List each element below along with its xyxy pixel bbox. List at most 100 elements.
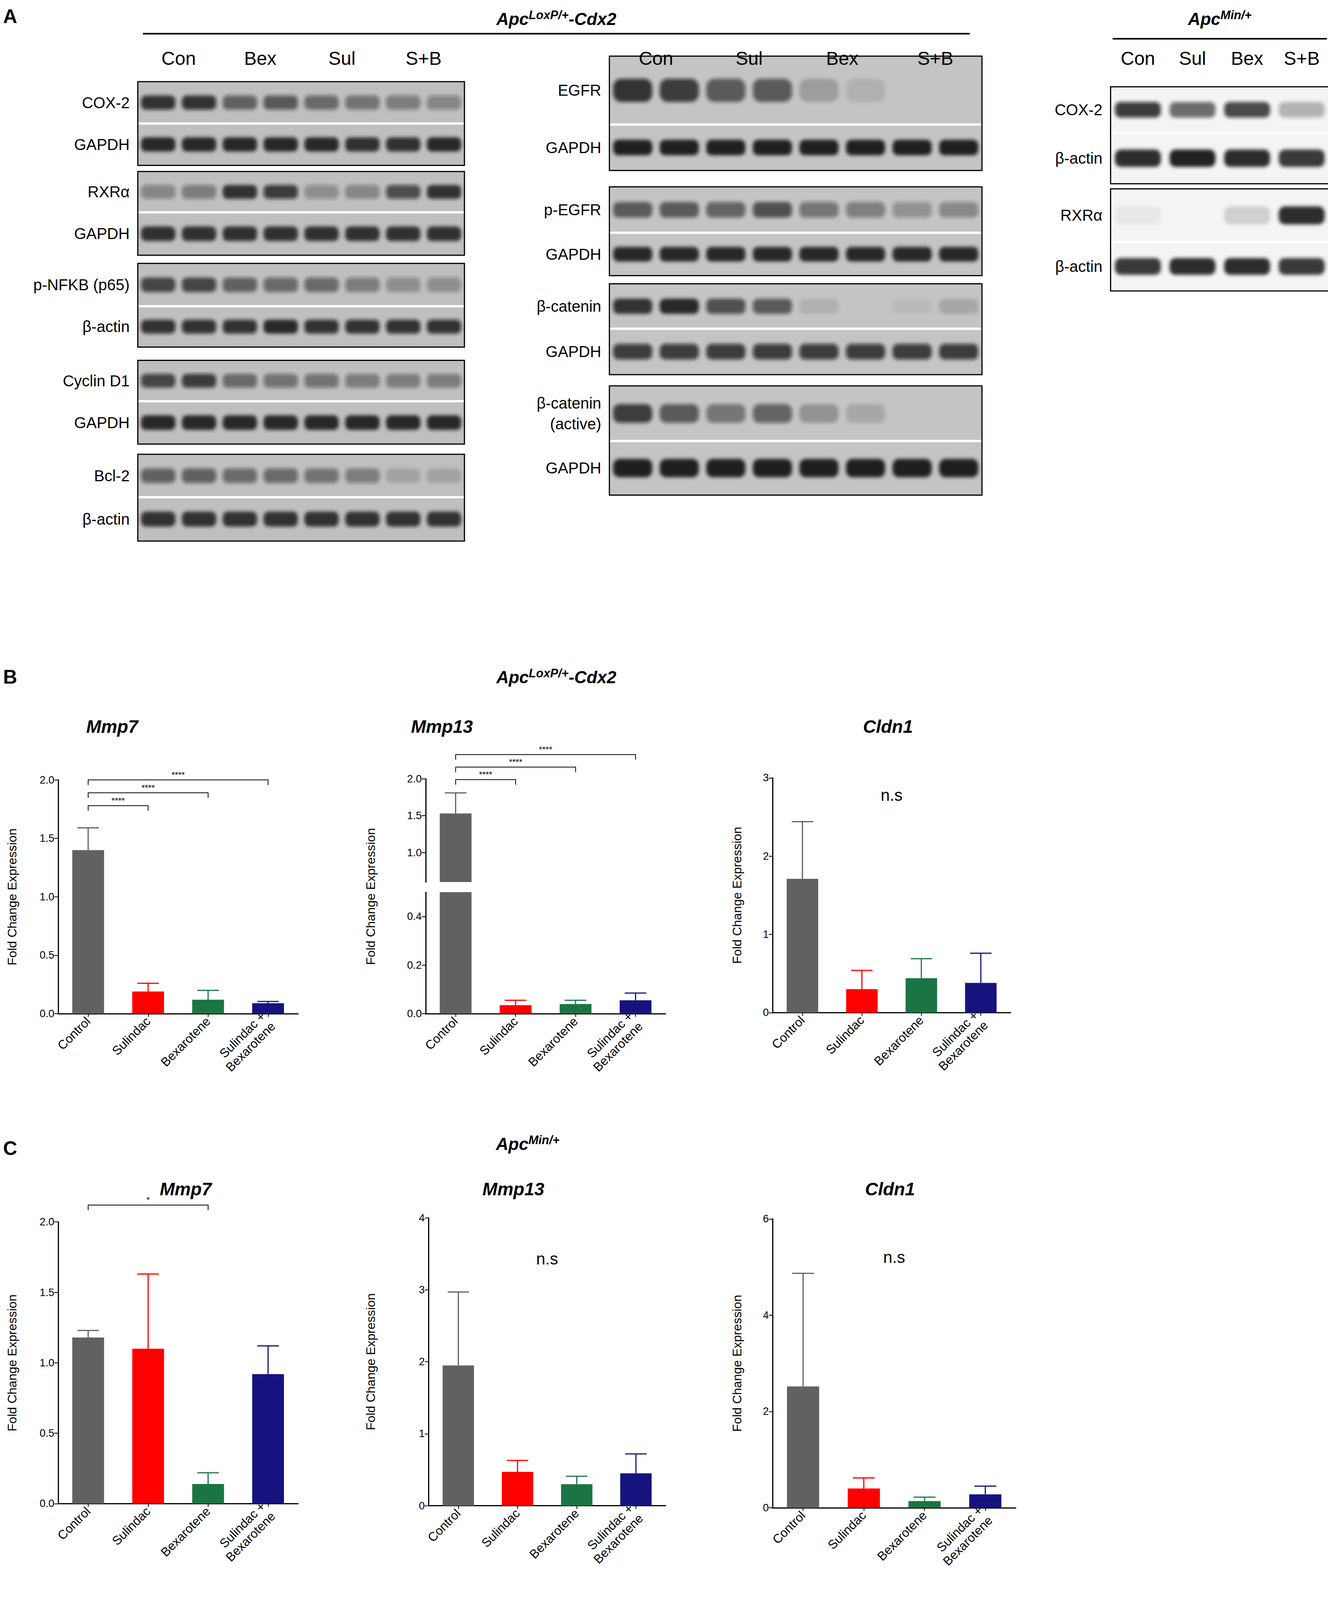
- svg-text:0.2: 0.2: [406, 959, 422, 972]
- svg-text:Control: Control: [54, 1013, 93, 1053]
- html-text:ApcMin/+: ApcMin/+: [495, 1132, 560, 1154]
- svg-text:Bexarotene: Bexarotene: [526, 1506, 582, 1562]
- svg-text:Bexarotene: Bexarotene: [157, 1504, 213, 1560]
- svg-text:n.s: n.s: [536, 1249, 559, 1268]
- svg-text:2: 2: [762, 850, 769, 863]
- svg-text:1: 1: [419, 1427, 425, 1440]
- svg-text:n.s: n.s: [880, 785, 903, 805]
- html-text:p-EGFR: p-EGFR: [543, 200, 602, 219]
- svg-text:1: 1: [762, 928, 769, 941]
- html-text:β-actin: β-actin: [82, 317, 130, 336]
- svg-text:4: 4: [762, 1309, 769, 1321]
- svg-text:1.0: 1.0: [39, 1356, 55, 1369]
- html-text:Bex: Bex: [244, 47, 277, 69]
- svg-text:1.5: 1.5: [406, 809, 422, 822]
- svg-text:Sulindac: Sulindac: [822, 1013, 867, 1057]
- svg-text:****: ****: [478, 769, 493, 780]
- svg-text:Control: Control: [769, 1508, 808, 1547]
- svg-text:****: ****: [508, 756, 523, 767]
- svg-text:Bexarotene: Bexarotene: [871, 1013, 927, 1069]
- svg-text:0.0: 0.0: [406, 1007, 422, 1020]
- svg-text:Sulindac +: Sulindac +: [216, 1499, 269, 1551]
- html-text:GAPDH: GAPDH: [545, 342, 602, 361]
- html-text:Bex: Bex: [1230, 47, 1264, 69]
- svg-text:Sulindac +: Sulindac +: [216, 1009, 269, 1061]
- svg-text:Control: Control: [54, 1504, 93, 1543]
- svg-text:2: 2: [419, 1355, 425, 1368]
- svg-text:0.4: 0.4: [406, 910, 422, 923]
- svg-text:Sulindac +: Sulindac +: [929, 1008, 981, 1060]
- html-text:Sul: Sul: [735, 47, 763, 69]
- svg-text:2.0: 2.0: [39, 774, 55, 786]
- html-text:ApcMin/+: ApcMin/+: [1188, 7, 1252, 29]
- svg-text:Mmp7: Mmp7: [86, 716, 140, 737]
- svg-text:4: 4: [419, 1211, 425, 1224]
- svg-text:1.0: 1.0: [406, 846, 422, 859]
- svg-text:****: ****: [141, 782, 156, 793]
- svg-text:Mmp13: Mmp13: [410, 716, 474, 737]
- svg-text:****: ****: [171, 769, 186, 780]
- svg-text:Sulindac +: Sulindac +: [584, 1501, 636, 1553]
- svg-text:*: *: [146, 1194, 150, 1205]
- html-text:Bcl-2: Bcl-2: [94, 466, 130, 485]
- svg-text:Bexarotene: Bexarotene: [935, 1017, 991, 1073]
- svg-text:Sulindac +: Sulindac +: [933, 1503, 986, 1555]
- svg-text:****: ****: [539, 744, 553, 755]
- svg-text:Sulindac: Sulindac: [109, 1013, 154, 1058]
- svg-text:2: 2: [762, 1405, 769, 1418]
- html-text:S+B: S+B: [1283, 47, 1320, 69]
- svg-text:3: 3: [762, 771, 769, 784]
- html-text:ApcLoxP/+-Cdx2: ApcLoxP/+-Cdx2: [496, 666, 617, 687]
- svg-text:2.0: 2.0: [39, 1215, 55, 1228]
- svg-text:Bexarotene: Bexarotene: [940, 1513, 996, 1569]
- svg-text:0.0: 0.0: [39, 1497, 55, 1510]
- svg-text:Bexarotene: Bexarotene: [157, 1013, 213, 1070]
- html-text:Sul: Sul: [328, 47, 356, 69]
- svg-text:6: 6: [762, 1212, 769, 1225]
- svg-text:0: 0: [762, 1006, 769, 1019]
- svg-text:Control: Control: [769, 1013, 808, 1052]
- svg-text:2.0: 2.0: [406, 772, 422, 785]
- html-text:p-NFKB (p65): p-NFKB (p65): [33, 275, 130, 294]
- svg-text:Sulindac: Sulindac: [109, 1504, 154, 1548]
- svg-text:Bexarotene: Bexarotene: [874, 1508, 930, 1564]
- html-text:COX-2: COX-2: [81, 93, 130, 111]
- svg-text:Bexarotene: Bexarotene: [525, 1013, 581, 1070]
- svg-text:Mmp13: Mmp13: [482, 1178, 545, 1200]
- svg-text:Cldn1: Cldn1: [865, 1178, 916, 1200]
- html-text:GAPDH: GAPDH: [74, 224, 130, 243]
- svg-text:Bexarotene: Bexarotene: [590, 1511, 646, 1567]
- svg-text:Bexarotene: Bexarotene: [590, 1019, 646, 1075]
- svg-text:0.5: 0.5: [39, 1427, 55, 1439]
- svg-text:Sulindac: Sulindac: [478, 1506, 523, 1550]
- svg-text:n.s: n.s: [883, 1247, 905, 1267]
- svg-text:Control: Control: [422, 1013, 461, 1053]
- html-text:Con: Con: [638, 47, 674, 69]
- svg-text:Sulindac: Sulindac: [824, 1508, 869, 1552]
- html-text:S+B: S+B: [917, 47, 954, 69]
- html-text:Con: Con: [1120, 47, 1156, 69]
- html-text:COX-2: COX-2: [1054, 100, 1103, 119]
- svg-text:Cldn1: Cldn1: [863, 716, 914, 737]
- html-text:S+B: S+B: [405, 47, 442, 69]
- html-text:Con: Con: [161, 47, 196, 69]
- html-text:Bex: Bex: [826, 47, 859, 69]
- svg-text:1.5: 1.5: [39, 1286, 55, 1299]
- svg-text:Sulindac: Sulindac: [476, 1013, 521, 1058]
- svg-text:****: ****: [111, 795, 125, 806]
- svg-text:Control: Control: [424, 1506, 464, 1545]
- html-text:Sul: Sul: [1178, 47, 1207, 69]
- svg-text:0.0: 0.0: [39, 1007, 55, 1020]
- svg-text:Sulindac +: Sulindac +: [584, 1009, 636, 1061]
- svg-text:0.5: 0.5: [39, 949, 55, 961]
- svg-text:Bexarotene: Bexarotene: [223, 1508, 279, 1564]
- svg-text:0: 0: [762, 1501, 769, 1514]
- svg-text:3: 3: [419, 1283, 425, 1296]
- svg-text:Mmp7: Mmp7: [159, 1178, 213, 1200]
- svg-text:Bexarotene: Bexarotene: [223, 1019, 279, 1075]
- svg-text:1.5: 1.5: [39, 832, 55, 845]
- html-text:Cyclin D1: Cyclin D1: [62, 371, 130, 390]
- svg-text:0: 0: [419, 1499, 425, 1512]
- svg-text:1.0: 1.0: [39, 890, 55, 903]
- html-text:ApcLoxP/+-Cdx2: ApcLoxP/+-Cdx2: [496, 7, 617, 29]
